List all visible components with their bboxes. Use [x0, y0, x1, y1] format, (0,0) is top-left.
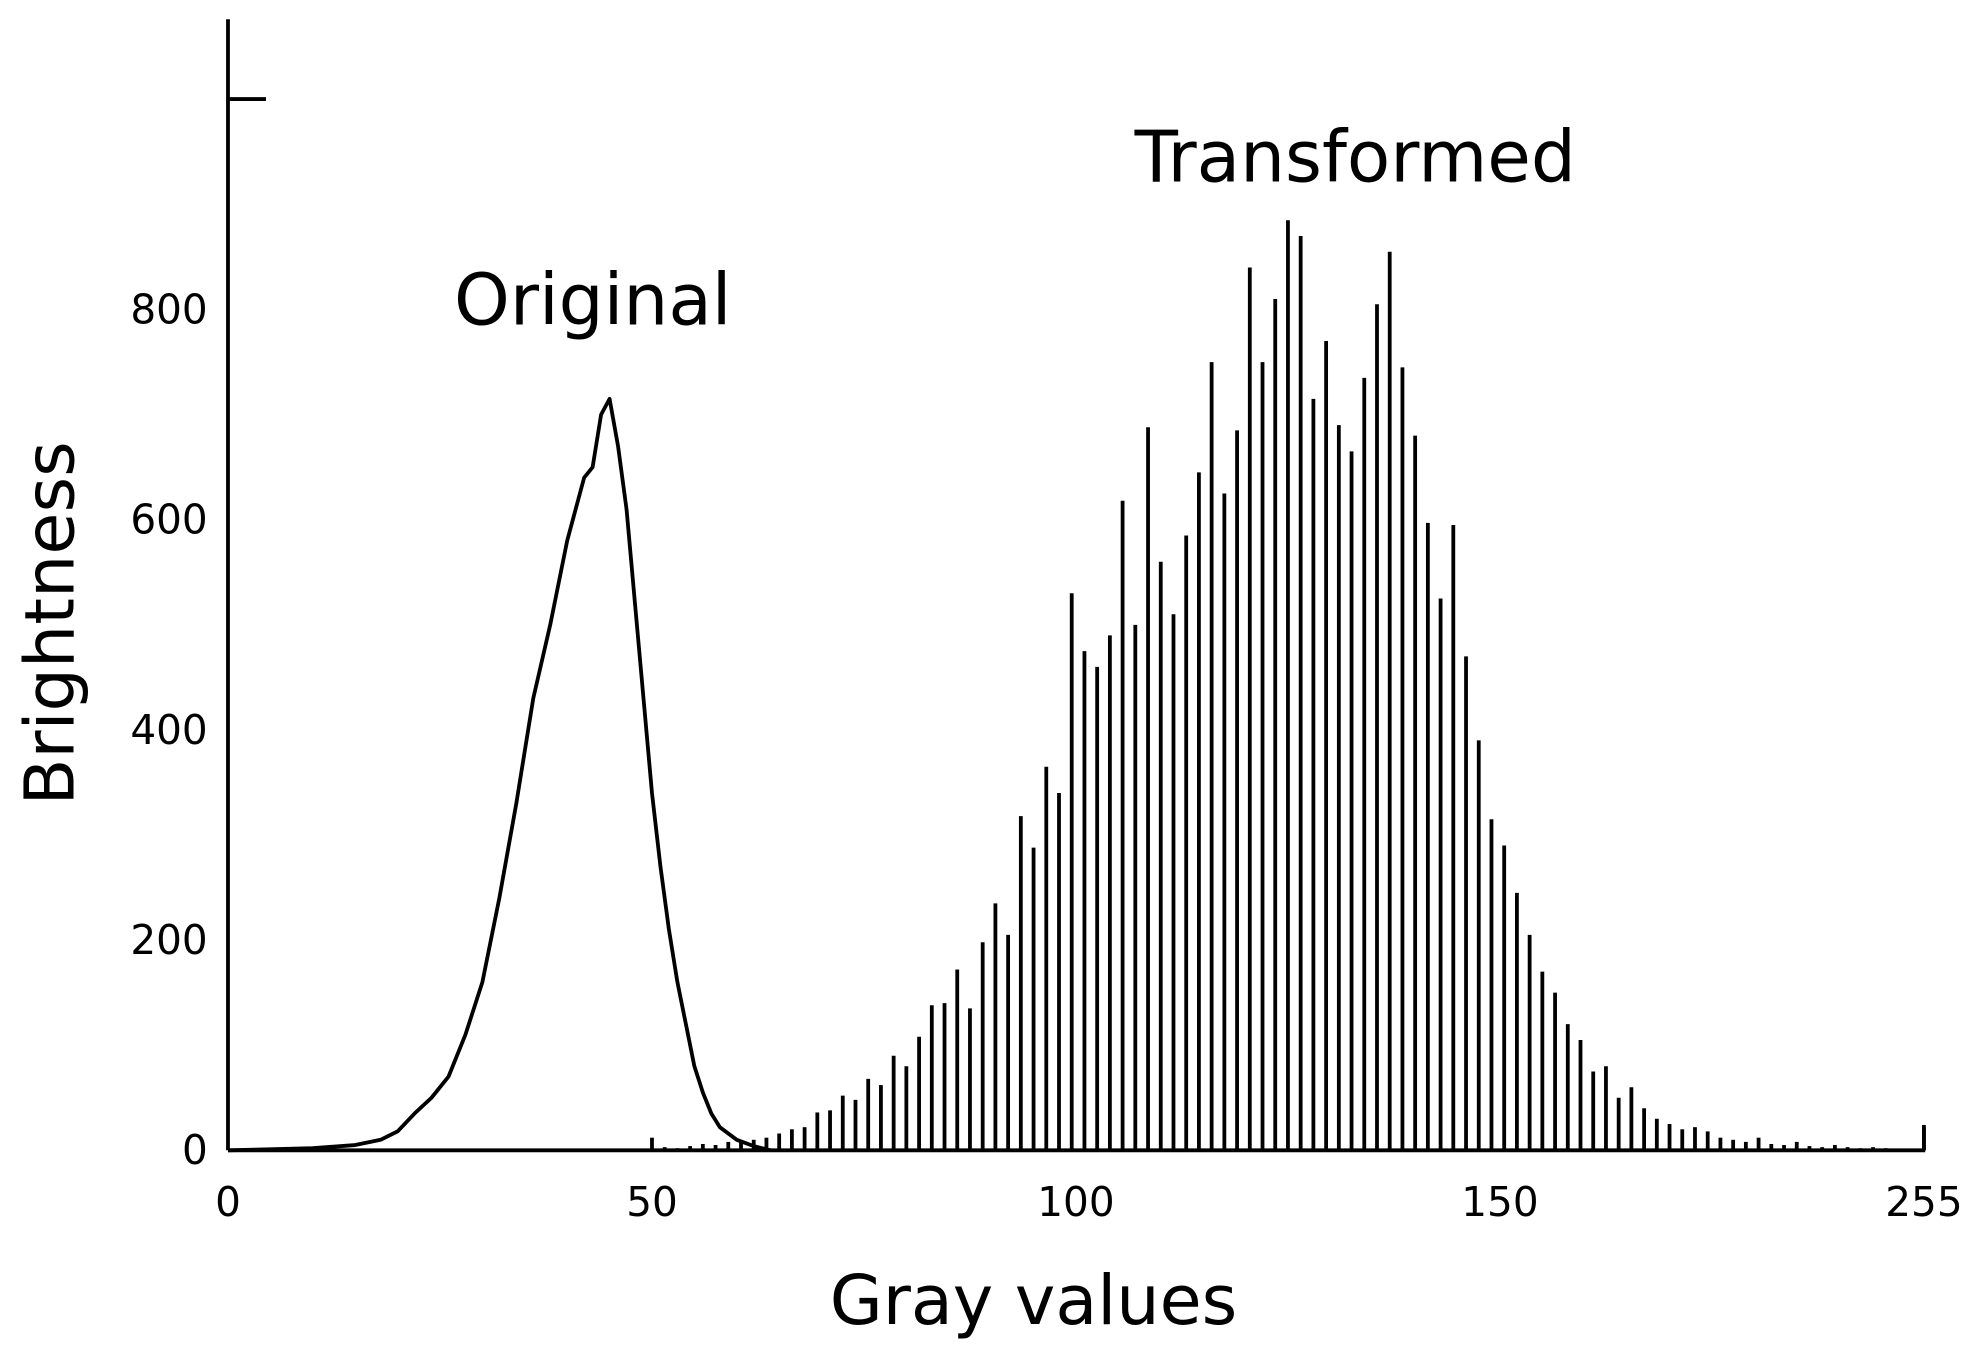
- series-annotation: Transformed: [1134, 115, 1576, 198]
- x-tick-label: 100: [1037, 1178, 1114, 1226]
- y-tick-label: 0: [182, 1126, 208, 1174]
- y-tick-label: 400: [130, 706, 207, 754]
- y-tick-label: 800: [130, 285, 207, 333]
- y-axis-label: Brightness: [11, 441, 90, 805]
- series-annotation: Original: [454, 258, 731, 341]
- line-series: [227, 396, 772, 1153]
- x-tick-label: 255: [1885, 1178, 1962, 1226]
- y-tick-label: 600: [130, 496, 207, 544]
- x-tick-label: 50: [626, 1178, 678, 1226]
- x-tick-label: 150: [1461, 1178, 1538, 1226]
- x-tick-label: 0: [215, 1178, 241, 1226]
- y-tick-label: 200: [130, 916, 207, 964]
- x-axis-label: Gray values: [830, 1262, 1238, 1341]
